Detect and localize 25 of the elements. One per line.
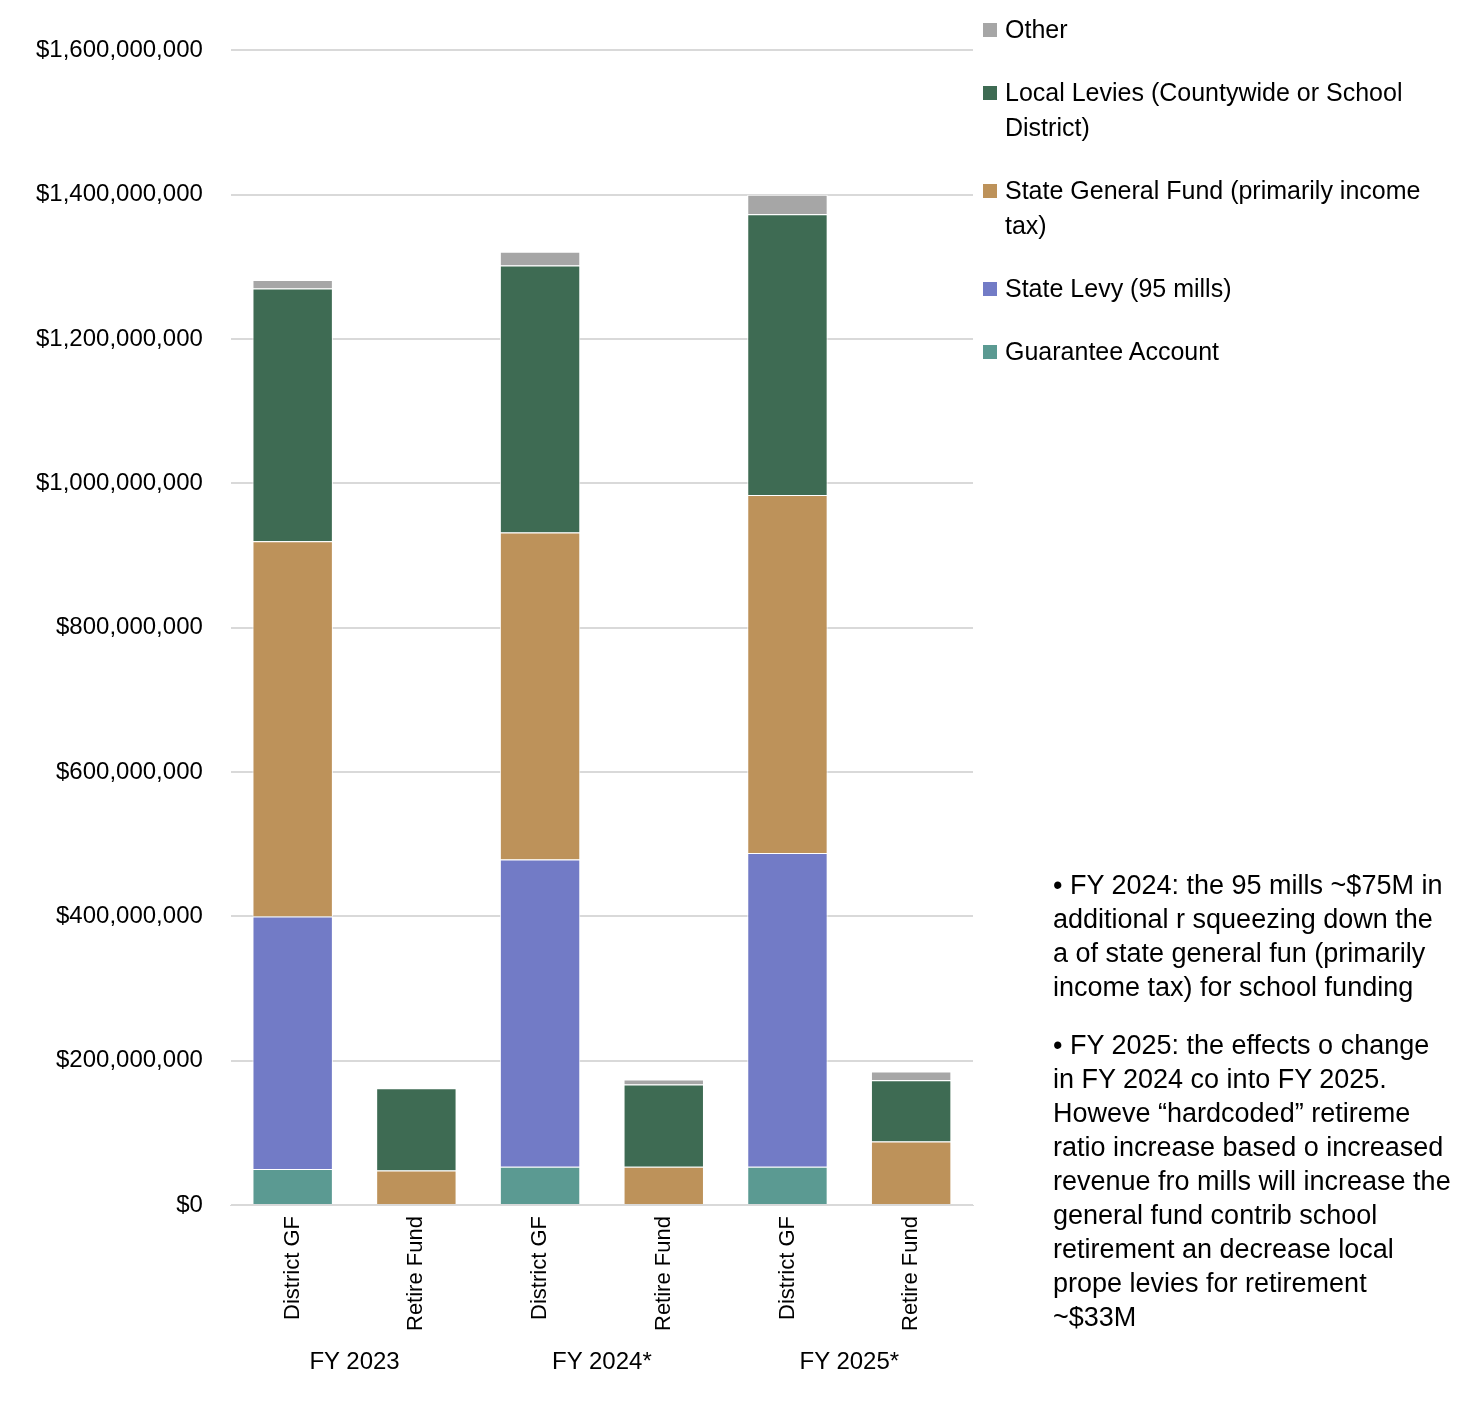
y-tick-label: $0: [176, 1189, 203, 1217]
y-tick-label: $1,200,000,000: [36, 323, 203, 351]
legend-label: State Levy (95 mills): [1005, 273, 1232, 304]
y-tick-label: $600,000,000: [56, 756, 203, 784]
y-tick-label: $400,000,000: [56, 901, 203, 929]
text: • FY 2025: the effects o change in FY 2024 co into FY 2025. Howeve “hardcoded” retireme ratio increase based o increased revenue fro mills will increase the general fund contrib school retirement an decrease local prope levies for retirement ~$33M: [1053, 1030, 1451, 1332]
x-tick-label: Retire Fund: [402, 1216, 428, 1332]
y-tick-label: $200,000,000: [56, 1045, 203, 1073]
y-tick-label: $1,000,000,000: [36, 468, 203, 496]
x-tick-label: Retire Fund: [649, 1216, 675, 1332]
x-tick-label: Retire Fund: [897, 1216, 923, 1332]
text: FY 2023: [309, 1346, 400, 1374]
legend-label: Guarantee Account: [1005, 336, 1220, 367]
x-tick-label: District GF: [773, 1216, 799, 1320]
text: FY 2025*: [799, 1346, 900, 1374]
legend-label: State General Fund (primarily income tax): [1005, 175, 1422, 241]
x-tick-label: District GF: [278, 1216, 304, 1320]
y-tick-label: $1,600,000,000: [36, 35, 203, 63]
text: • FY 2024: the 95 mills ~$75M in additional r squeezing down the a of state general fun (primarily income tax) for school funding: [1053, 869, 1444, 1004]
y-tick-label: $800,000,000: [56, 612, 203, 640]
text: FY 2024*: [552, 1346, 652, 1374]
legend-label: Other: [1005, 14, 1068, 45]
legend-label: Local Levies (Countywide or School District): [1005, 77, 1404, 143]
y-tick-label: $1,400,000,000: [36, 179, 203, 207]
x-tick-label: District GF: [526, 1216, 552, 1320]
